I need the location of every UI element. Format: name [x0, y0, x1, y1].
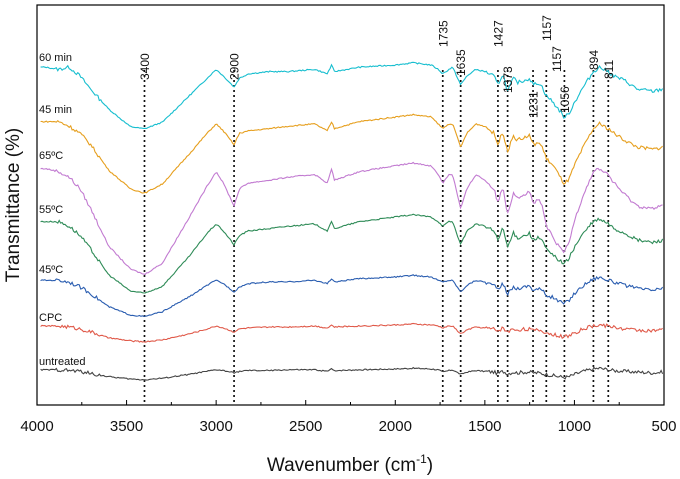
- plot-background: [37, 5, 664, 405]
- peak-label-9: 1056: [558, 86, 572, 113]
- x-tick-label-0: 4000: [20, 418, 53, 435]
- peak-lines: [143, 70, 610, 402]
- x-tick-label-3: 2500: [289, 418, 322, 435]
- peak-label-5: 1373: [501, 66, 515, 93]
- peak-label-8: 1157: [550, 46, 564, 72]
- peak-label-3: 1635: [454, 49, 468, 76]
- x-tick-label-4: 2000: [379, 418, 412, 435]
- x-tick-label-5: 1500: [468, 418, 501, 435]
- y-axis-title: Transmittance (%): [3, 128, 24, 283]
- peak-label-4: 1427: [491, 20, 505, 47]
- series-labels: 60 min 45 min 65ºC 55ºC 45ºC CPC untreated: [39, 52, 85, 368]
- series-line-4: [40, 274, 664, 317]
- series-line-6: [40, 366, 664, 381]
- x-axis-title: Wavenumber (cm-1): [267, 452, 433, 476]
- series-line-0: [40, 61, 664, 129]
- peak-label-7: 1157: [540, 15, 554, 41]
- series-lines: [40, 61, 664, 381]
- x-axis-title-main: Wavenumber (cm: [267, 455, 416, 476]
- x-axis-title-end: ): [427, 455, 433, 476]
- series-label-3: 55ºC: [39, 204, 63, 216]
- series-line-1: [40, 113, 663, 194]
- x-axis-ticks: 4000 3500 3000 2500 2000 1500 1000 500: [20, 400, 677, 435]
- series-line-2: [40, 161, 663, 276]
- peak-label-6: 1231: [527, 91, 541, 118]
- x-axis-title-sup: -1: [416, 452, 427, 466]
- peak-label-0: 3400: [138, 53, 152, 80]
- x-tick-label-2: 3000: [199, 418, 232, 435]
- series-label-6: untreated: [39, 356, 85, 368]
- x-tick-label-1: 3500: [110, 418, 143, 435]
- peak-label-1: 2900: [228, 53, 242, 80]
- peak-label-2: 1735: [436, 20, 450, 47]
- series-label-4: 45ºC: [39, 264, 63, 276]
- series-label-0: 60 min: [39, 52, 72, 64]
- series-label-1: 45 min: [39, 104, 72, 116]
- series-label-2: 65ºC: [39, 150, 63, 162]
- peak-labels: 3400 2900 1735 1635 1427 1373 1231 1157 1157 1056…: [138, 15, 616, 118]
- x-tick-label-7: 500: [651, 418, 676, 435]
- series-label-5: CPC: [39, 312, 62, 324]
- peak-label-11: 811: [602, 60, 616, 79]
- x-tick-label-6: 1000: [558, 418, 591, 435]
- peak-label-10: 894: [587, 50, 601, 70]
- series-line-3: [40, 213, 664, 294]
- series-line-5: [40, 322, 663, 343]
